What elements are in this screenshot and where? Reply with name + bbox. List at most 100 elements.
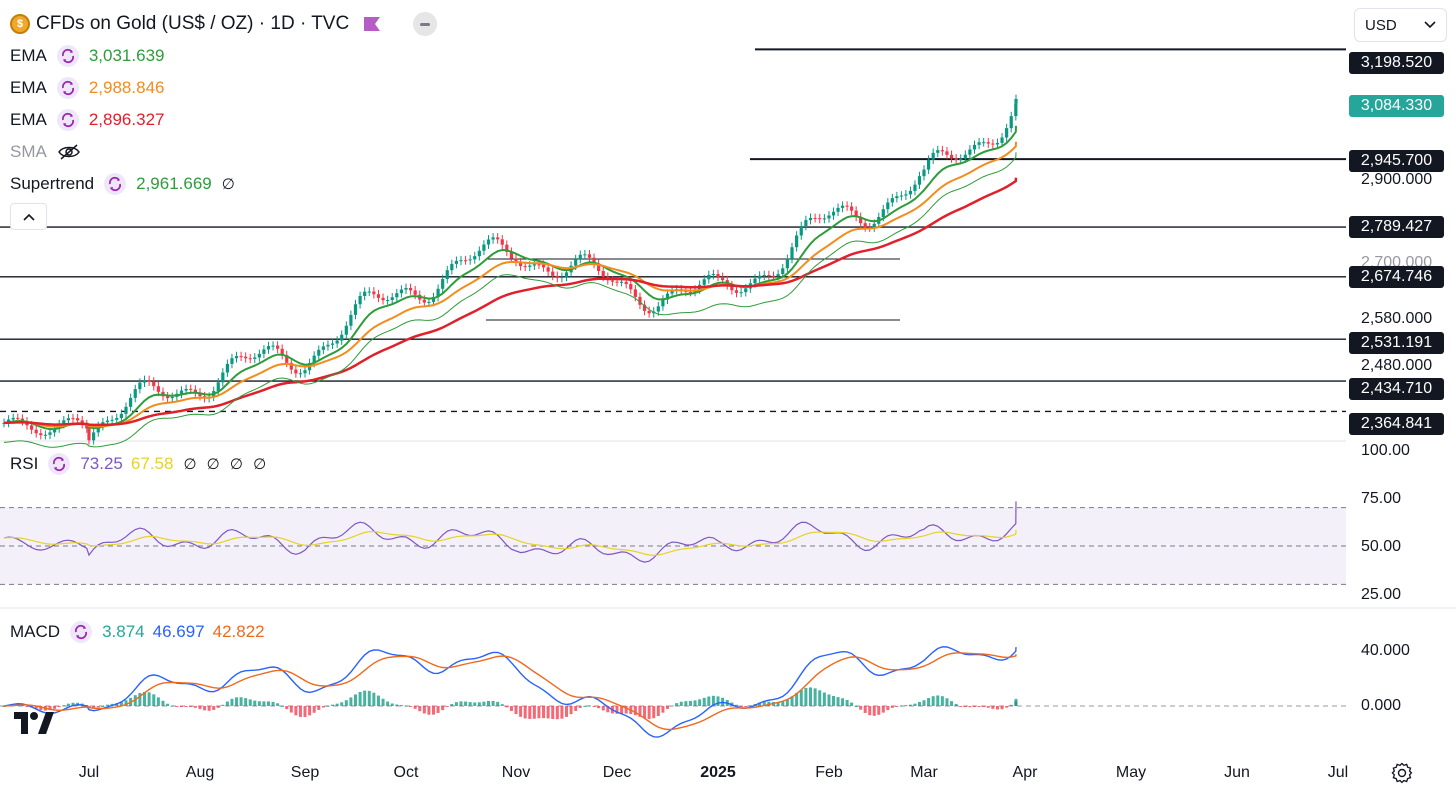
settings-icon[interactable] xyxy=(70,621,93,643)
candle-body xyxy=(813,217,817,219)
macd-histogram-bar xyxy=(2,706,6,707)
macd-histogram-bar xyxy=(519,706,523,717)
indicator-value: 2,896.327 xyxy=(88,110,165,129)
candle-body xyxy=(541,264,546,268)
candle-body xyxy=(1014,98,1018,104)
macd-histogram-bar xyxy=(404,705,408,707)
macd-histogram-bar xyxy=(372,692,376,706)
candle-body xyxy=(854,210,858,217)
macd-histogram-bar xyxy=(693,700,697,706)
candle-body xyxy=(244,356,248,359)
symbol-title-row[interactable]: $ CFDs on Gold (US$ / OZ) · 1D · TVC xyxy=(10,12,438,36)
currency-select[interactable]: USD xyxy=(1354,8,1447,42)
gear-icon[interactable] xyxy=(1391,762,1413,784)
macd-histogram-bar xyxy=(212,706,216,710)
candle-body xyxy=(795,235,799,248)
legend-ema-3[interactable]: EMA 2,896.327 xyxy=(10,109,164,131)
candle-body xyxy=(514,258,518,263)
macd-histogram-bar xyxy=(795,692,799,706)
price-level-tag[interactable]: 3,198.520 xyxy=(1349,52,1444,74)
macd-histogram-bar xyxy=(638,706,642,717)
candlestick-series xyxy=(2,94,1018,445)
macd-histogram-bar xyxy=(262,701,266,706)
candle-body xyxy=(390,297,394,301)
settings-icon[interactable] xyxy=(48,453,71,475)
legend-ema-1[interactable]: EMA 3,031.639 xyxy=(10,45,164,67)
candle-body xyxy=(995,142,1000,145)
price-level-tag[interactable]: 2,945.700 xyxy=(1349,150,1444,172)
macd-histogram-bar xyxy=(739,706,743,707)
macd-histogram-bar xyxy=(459,701,463,706)
macd-histogram-bar xyxy=(71,702,75,706)
candle-body xyxy=(133,389,137,398)
candle-body xyxy=(564,272,569,277)
macd-histogram-bar xyxy=(358,691,362,706)
macd-histogram-bar xyxy=(995,706,999,710)
candle-body xyxy=(739,292,743,294)
macd-histogram-bar xyxy=(143,691,146,706)
legend-macd[interactable]: MACD 3.874 46.697 42.822 xyxy=(10,621,265,643)
candle-body xyxy=(822,218,826,220)
collapse-legend-button[interactable] xyxy=(10,203,47,230)
candle-body xyxy=(477,250,481,257)
macd-histogram-bar xyxy=(748,705,752,707)
legend-rsi[interactable]: RSI 73.25 67.58 ∅ ∅ ∅ ∅ xyxy=(10,453,269,475)
macd-histogram-bar xyxy=(973,706,976,707)
candle-body xyxy=(850,206,854,211)
macd-histogram-bar xyxy=(156,697,160,706)
macd-histogram-bar xyxy=(931,696,935,706)
tradingview-logo[interactable] xyxy=(14,712,54,734)
macd-histogram-bar xyxy=(170,705,174,707)
candle-body xyxy=(744,288,748,293)
candle-body xyxy=(253,357,257,359)
price-level-tag[interactable]: 2,674.746 xyxy=(1349,266,1444,288)
candle-body xyxy=(450,263,454,271)
time-axis-label: Feb xyxy=(815,764,843,781)
macd-histogram-bar xyxy=(528,706,532,719)
candle-body xyxy=(156,386,160,392)
settings-icon[interactable] xyxy=(104,173,127,195)
macd-histogram-bar xyxy=(850,702,854,706)
macd-histogram-bar xyxy=(688,700,692,706)
price-level-tag[interactable]: 2,531.191 xyxy=(1349,332,1444,354)
candle-body xyxy=(785,258,789,269)
indicator-name: MACD xyxy=(10,622,61,641)
candle-body xyxy=(257,353,261,358)
candle-body xyxy=(445,270,449,280)
macd-histogram-bar xyxy=(822,692,826,706)
macd-histogram-bar xyxy=(790,696,794,706)
price-level-tag[interactable]: 2,789.427 xyxy=(1349,216,1444,238)
price-level-tag[interactable]: 2,434.710 xyxy=(1349,378,1444,400)
hide-legend-button[interactable] xyxy=(413,12,438,36)
indicator-value: 67.58 xyxy=(130,454,174,473)
macd-histogram-bar xyxy=(986,706,990,708)
price-level-tag[interactable]: 2,364.841 xyxy=(1349,413,1444,435)
macd-histogram-bar xyxy=(963,706,967,708)
settings-icon[interactable] xyxy=(56,109,79,131)
macd-histogram-bar xyxy=(436,706,440,713)
candle-body xyxy=(629,284,633,290)
macd-histogram-bar xyxy=(711,695,715,706)
flag-icon[interactable] xyxy=(363,16,381,32)
macd-histogram-bar xyxy=(482,701,486,706)
candle-body xyxy=(532,264,536,266)
macd-histogram-bar xyxy=(487,700,490,706)
legend-supertrend[interactable]: Supertrend 2,961.669 ∅ xyxy=(10,173,238,195)
macd-histogram-bar xyxy=(399,705,403,707)
candle-body xyxy=(115,418,119,420)
settings-icon[interactable] xyxy=(56,77,79,99)
macd-histogram-bar xyxy=(620,706,624,714)
candle-body xyxy=(707,275,711,280)
candle-body xyxy=(363,291,367,296)
candle-body xyxy=(7,419,11,423)
candle-body xyxy=(66,418,70,421)
legend-sma[interactable]: SMA xyxy=(10,141,81,163)
candle-body xyxy=(294,369,298,374)
legend-ema-2[interactable]: EMA 2,988.846 xyxy=(10,77,164,99)
candle-body xyxy=(954,158,958,161)
candle-body xyxy=(818,218,822,220)
settings-icon[interactable] xyxy=(56,45,79,67)
candle-body xyxy=(486,239,491,245)
hidden-eye-icon[interactable] xyxy=(57,141,81,163)
